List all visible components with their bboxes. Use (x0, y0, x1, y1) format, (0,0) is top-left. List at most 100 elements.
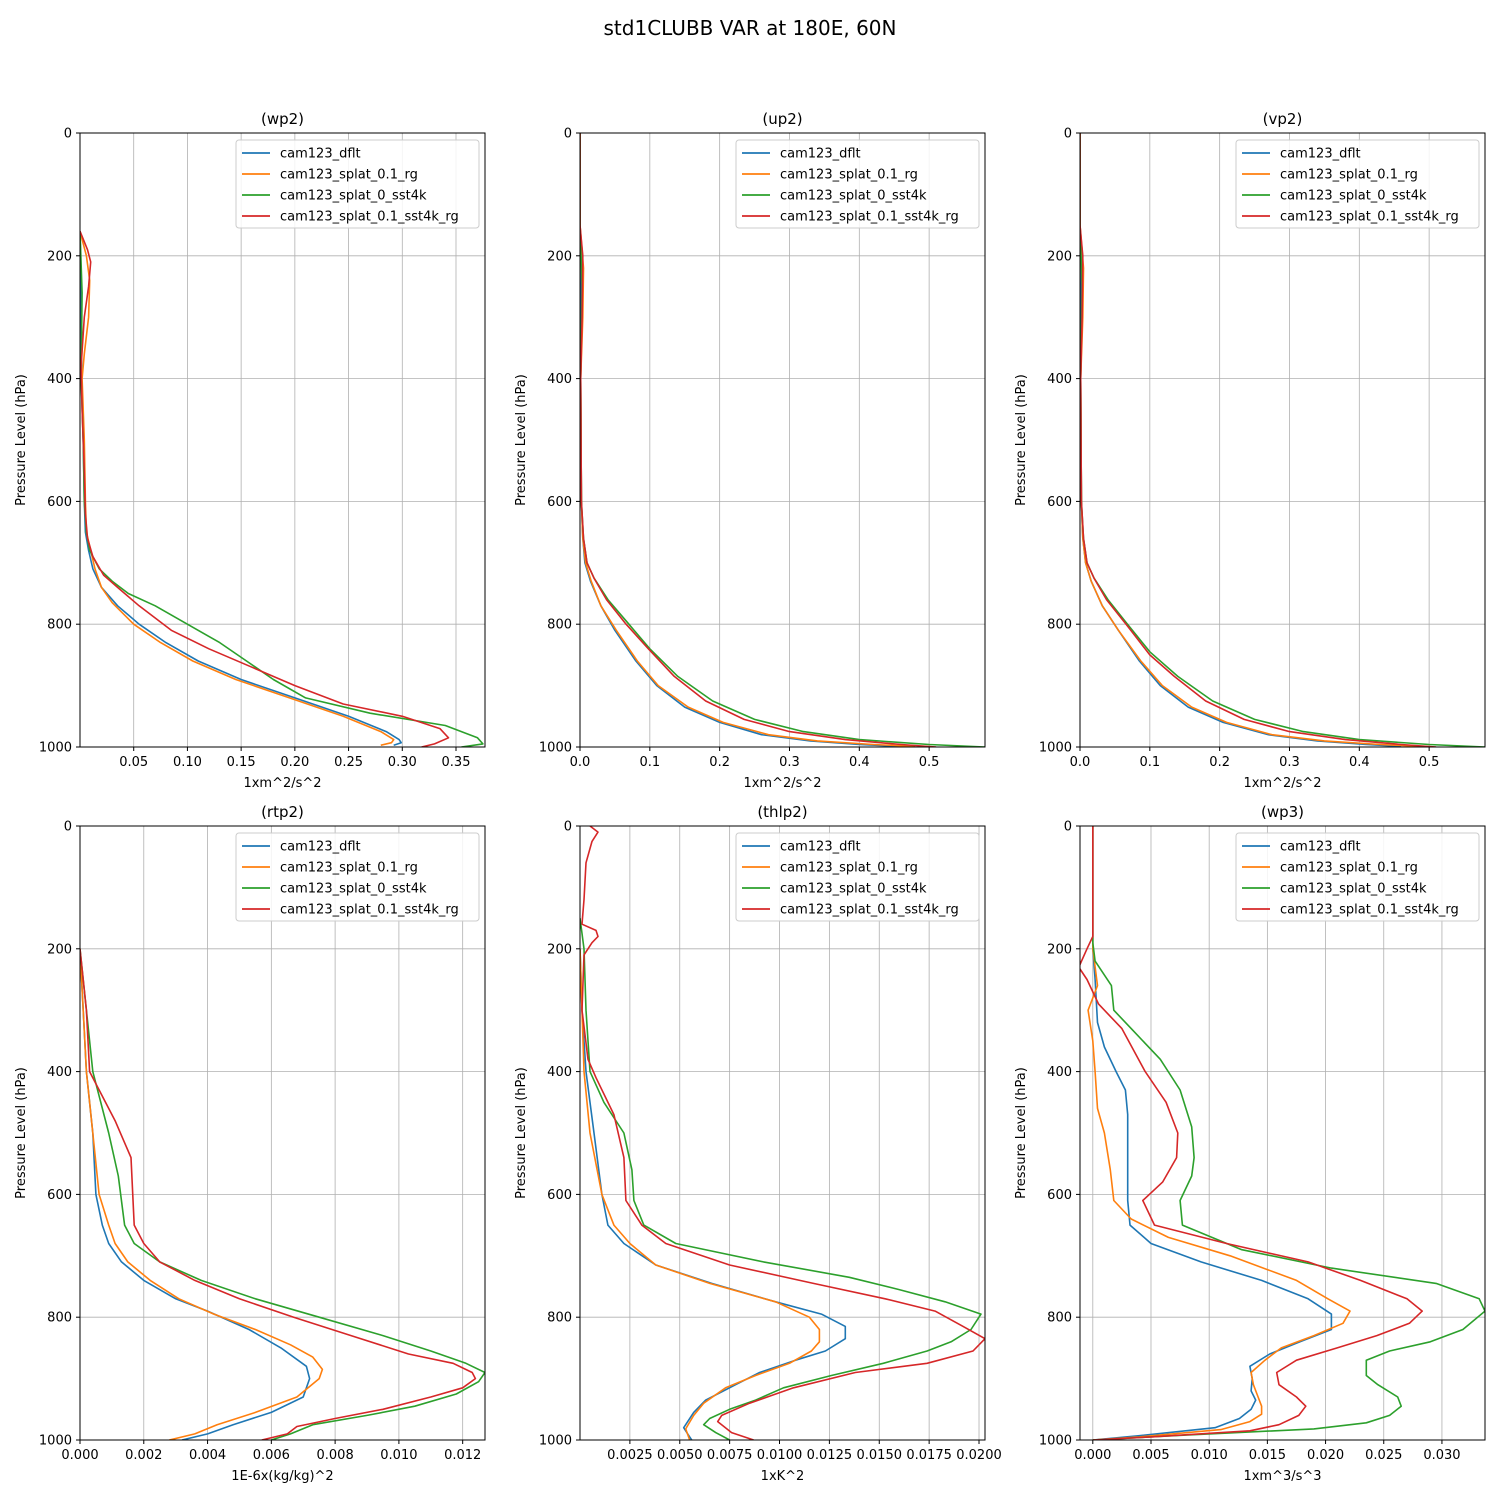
legend-label: cam123_splat_0_sst4k (780, 882, 927, 897)
axes-frame (1079, 825, 1486, 1441)
x-tick-label: 0.1 (639, 755, 660, 770)
y-tick-label: 0 (564, 820, 572, 835)
x-tick-label: 0.002 (125, 1448, 162, 1463)
y-tick-label: 200 (47, 249, 72, 264)
y-tick-label: 400 (1047, 1065, 1072, 1080)
series-line (1092, 826, 1333, 1440)
y-tick-label: 200 (47, 942, 72, 957)
x-tick-label: 0.0 (1070, 755, 1091, 770)
x-tick-label: 0.4 (849, 755, 870, 770)
y-tick-label: 600 (547, 1188, 572, 1203)
x-tick-label: 0.006 (253, 1448, 290, 1463)
legend-label: cam123_dflt (780, 147, 861, 162)
x-tick-label: 0.005 (1132, 1448, 1169, 1463)
series-line (1087, 826, 1351, 1440)
y-axis-label: Pressure Level (hPa) (1014, 374, 1029, 506)
legend: cam123_dflt cam123_splat_0.1_rg cam123_spl… (735, 139, 980, 229)
x-tick-label: 0.010 (380, 1448, 417, 1463)
x-tick-label: 0.25 (334, 755, 363, 770)
series-line (80, 230, 395, 746)
legend-label: cam123_dflt (280, 147, 361, 162)
legend-label: cam123_splat_0.1_sst4k_rg (1280, 903, 1459, 918)
panel-title: (wp2) (261, 110, 304, 128)
x-tick-label: 0.0050 (657, 1448, 703, 1463)
x-tick-label: 0.0075 (707, 1448, 753, 1463)
x-tick-label: 0.0125 (807, 1448, 853, 1463)
series-line (1080, 133, 1437, 747)
y-tick-label: 600 (47, 1188, 72, 1203)
x-tick-label: 0.1 (1139, 755, 1160, 770)
y-axis-label: Pressure Level (hPa) (514, 1067, 529, 1199)
y-tick-label: 800 (547, 618, 572, 633)
legend-label: cam123_dflt (780, 840, 861, 855)
x-axis-label: 1xK^2 (761, 1469, 805, 1484)
panel-title: (wp3) (1261, 803, 1304, 821)
x-tick-label: 0.4 (1349, 755, 1370, 770)
legend-label: cam123_splat_0_sst4k (1280, 882, 1427, 897)
legend-label: cam123_splat_0.1_sst4k_rg (780, 210, 959, 225)
legend-box (735, 832, 980, 922)
series-line (581, 826, 985, 1440)
series-group (1080, 826, 1485, 1440)
axes-frame (579, 825, 986, 1441)
y-tick-label: 800 (47, 618, 72, 633)
legend-box (1235, 139, 1480, 229)
y-tick-label: 600 (1047, 1188, 1072, 1203)
legend-label: cam123_dflt (1280, 147, 1361, 162)
chart-panel: 0.0 0.1 0.2 0.3 0.4 0.5 0 200 400 600 800 1000 (vp2)… (1014, 110, 1486, 791)
y-tick-label: 1000 (39, 741, 72, 756)
series-group (80, 948, 485, 1440)
legend-label: cam123_splat_0.1_sst4k_rg (280, 210, 459, 225)
chart-panel: 0.000 0.002 0.004 0.006 0.008 0.010 0.012 0 200 4… (14, 803, 486, 1484)
x-tick-label: 0.008 (317, 1448, 354, 1463)
chart-panel: 0.0025 0.0050 0.0075 0.0100 0.0125 0.0150 0.01… (514, 803, 1002, 1484)
series-line (80, 948, 324, 1440)
y-tick-label: 600 (1047, 495, 1072, 510)
y-tick-label: 1000 (1039, 741, 1072, 756)
y-axis-label: Pressure Level (hPa) (14, 374, 29, 506)
x-tick-label: 0.030 (1423, 1448, 1460, 1463)
series-line (80, 231, 484, 747)
series-line (80, 948, 485, 1440)
y-tick-label: 1000 (539, 741, 572, 756)
x-tick-label: 0.3 (1279, 755, 1300, 770)
series-line (580, 948, 847, 1440)
figure-title: std1CLUBB VAR at 180E, 60N (603, 16, 897, 40)
y-tick-label: 200 (547, 249, 572, 264)
y-tick-label: 400 (547, 1065, 572, 1080)
x-axis-label: 1E-6x(kg/kg)^2 (231, 1469, 333, 1484)
legend: cam123_dflt cam123_splat_0.1_rg cam123_spl… (735, 832, 980, 922)
legend-label: cam123_dflt (1280, 840, 1361, 855)
y-tick-label: 0 (564, 127, 572, 142)
x-tick-label: 0.3 (779, 755, 800, 770)
series-line (80, 230, 450, 747)
x-tick-label: 0.35 (442, 755, 471, 770)
y-tick-label: 200 (1047, 942, 1072, 957)
legend: cam123_dflt cam123_splat_0.1_rg cam123_spl… (235, 832, 480, 922)
y-tick-label: 0 (64, 127, 72, 142)
legend-label: cam123_splat_0.1_rg (1280, 168, 1418, 183)
series-group (580, 826, 985, 1440)
x-tick-label: 0.000 (1074, 1448, 1111, 1463)
series-group (1080, 133, 1485, 747)
legend-label: cam123_splat_0_sst4k (1280, 189, 1427, 204)
x-tick-label: 0.015 (1249, 1448, 1286, 1463)
y-axis-label: Pressure Level (hPa) (1014, 1067, 1029, 1199)
series-line (580, 948, 821, 1440)
series-line (80, 231, 402, 746)
legend-label: cam123_splat_0.1_rg (280, 861, 418, 876)
x-tick-label: 0.000 (61, 1448, 98, 1463)
legend-label: cam123_splat_0_sst4k (280, 189, 427, 204)
legend-label: cam123_splat_0.1_rg (280, 168, 418, 183)
x-tick-label: 0.10 (173, 755, 202, 770)
x-tick-label: 0.05 (119, 755, 148, 770)
x-tick-label: 0.20 (280, 755, 309, 770)
legend-label: cam123_dflt (280, 840, 361, 855)
legend-label: cam123_splat_0.1_sst4k_rg (1280, 210, 1459, 225)
legend-label: cam123_splat_0.1_sst4k_rg (780, 903, 959, 918)
y-tick-label: 600 (547, 495, 572, 510)
x-axis-label: 1xm^2/s^2 (243, 776, 321, 791)
x-tick-label: 0.0200 (956, 1448, 1002, 1463)
axes-frame (79, 132, 486, 748)
